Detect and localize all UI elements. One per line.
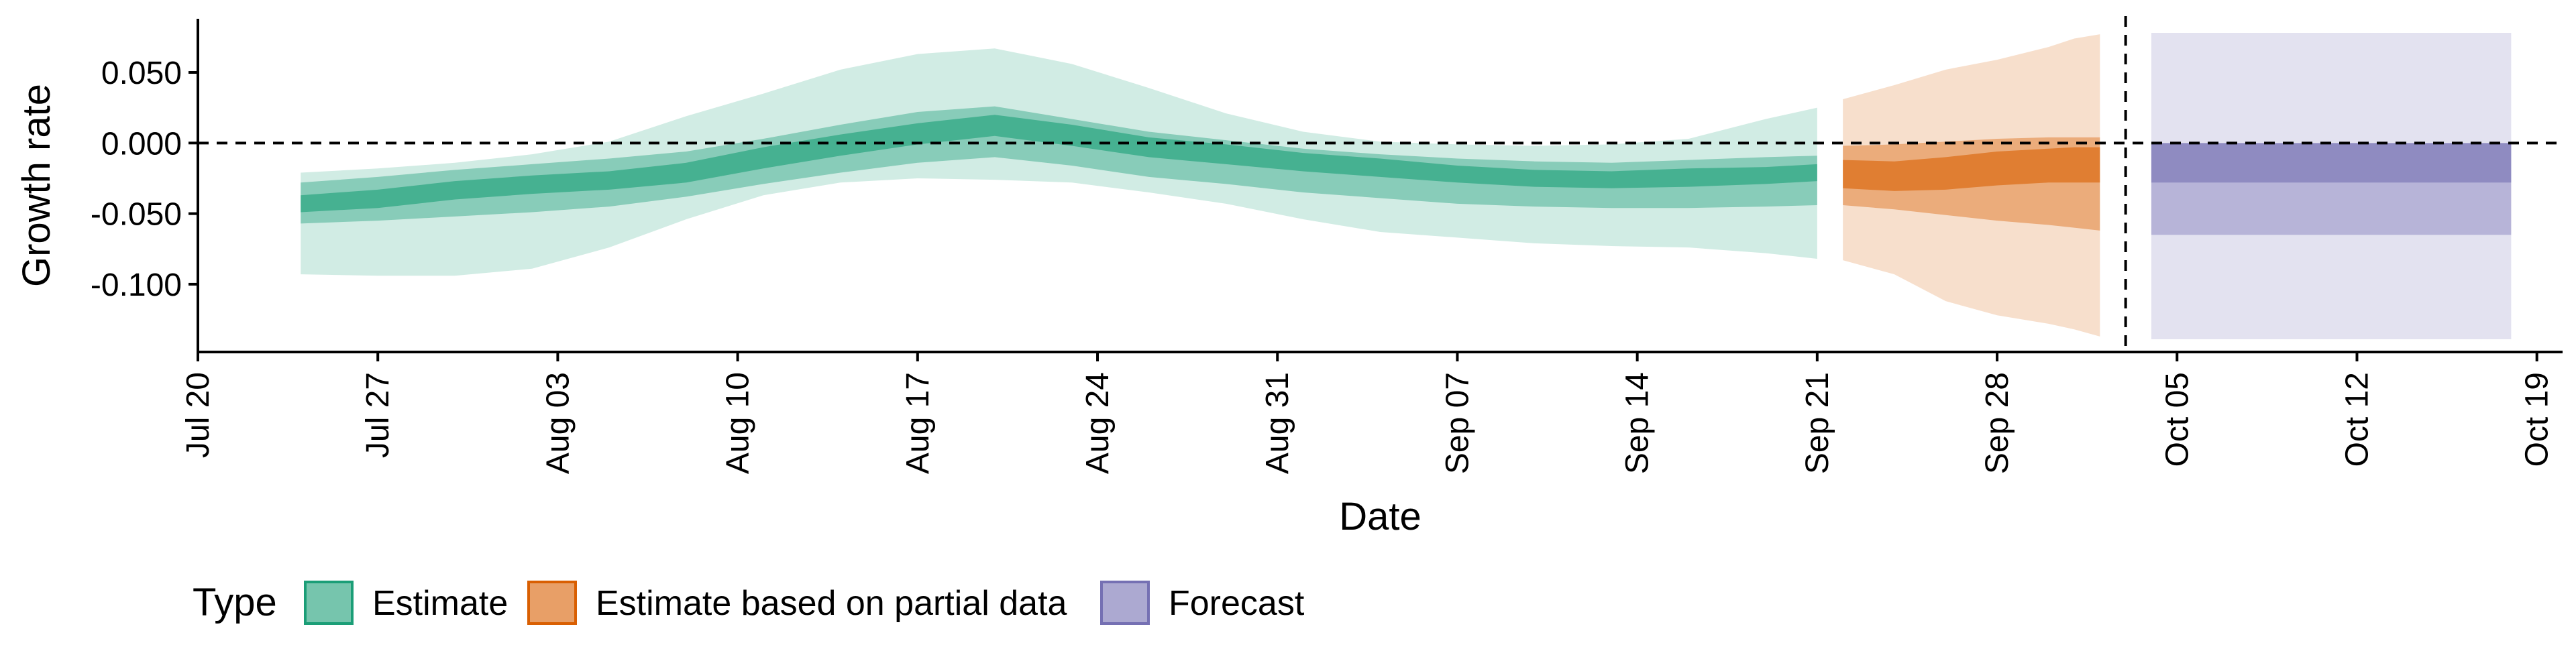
y-tick-label: 0.000 bbox=[101, 126, 182, 162]
x-tick-label: Sep 07 bbox=[1440, 372, 1475, 474]
x-ticks: Jul 20 Jul 27 Aug 03 Aug 10 Aug 17 Aug 24 Aug … bbox=[180, 352, 2555, 474]
legend-swatch bbox=[304, 581, 354, 625]
y-axis-title: Growth rate bbox=[15, 84, 58, 287]
legend-item: Estimate bbox=[304, 581, 508, 625]
y-tick-label: 0.050 bbox=[101, 56, 182, 91]
x-axis-title: Date bbox=[1339, 495, 1421, 538]
band-ci-20 bbox=[2151, 143, 2512, 183]
legend-swatch bbox=[527, 581, 577, 625]
legend-label: Estimate bbox=[372, 584, 508, 623]
axes: 0.050 0.000 -0.050 -0.100 Jul 20 Jul 27 Aug 0… bbox=[15, 19, 2563, 538]
bands-layer bbox=[301, 33, 2512, 340]
legend-label: Estimate based on partial data bbox=[596, 584, 1067, 623]
y-tick-label: -0.050 bbox=[91, 197, 182, 233]
x-tick-label: Jul 20 bbox=[180, 372, 216, 458]
series-estimate bbox=[301, 48, 1817, 276]
y-tick-label: -0.100 bbox=[91, 268, 182, 303]
x-tick-label: Aug 10 bbox=[720, 372, 756, 474]
x-tick-label: Oct 12 bbox=[2339, 372, 2375, 467]
band-ci-20 bbox=[1843, 147, 2100, 191]
x-tick-label: Sep 21 bbox=[1800, 372, 1835, 474]
series-forecast bbox=[2151, 33, 2512, 340]
band-ci-50 bbox=[301, 106, 1817, 224]
plot-area bbox=[198, 16, 2563, 352]
x-tick-label: Aug 31 bbox=[1260, 372, 1295, 474]
x-tick-label: Jul 27 bbox=[360, 372, 396, 458]
x-tick-label: Sep 14 bbox=[1620, 372, 1656, 474]
x-tick-label: Oct 19 bbox=[2520, 372, 2555, 467]
legend-item: Estimate based on partial data bbox=[527, 581, 1067, 625]
x-tick-label: Sep 28 bbox=[1980, 372, 2015, 474]
x-tick-label: Aug 03 bbox=[540, 372, 576, 474]
legend: Type Estimate Estimate based on partial d… bbox=[193, 581, 1305, 625]
x-tick-label: Aug 24 bbox=[1080, 372, 1116, 474]
legend-item: Forecast bbox=[1100, 581, 1305, 625]
legend-swatch bbox=[1100, 581, 1150, 625]
legend-title: Type bbox=[193, 581, 277, 624]
legend-items: Estimate Estimate based on partial data Fo… bbox=[304, 581, 1305, 625]
series-estimate-based-on-partial-data bbox=[1843, 34, 2100, 337]
band-ci-90 bbox=[301, 48, 1817, 276]
x-tick-label: Oct 05 bbox=[2159, 372, 2195, 467]
x-tick-label: Aug 17 bbox=[900, 372, 936, 474]
band-ci-20 bbox=[301, 115, 1817, 213]
y-ticks: 0.050 0.000 -0.050 -0.100 bbox=[91, 56, 198, 303]
legend-label: Forecast bbox=[1169, 584, 1305, 623]
band-ci-90 bbox=[2151, 33, 2512, 340]
